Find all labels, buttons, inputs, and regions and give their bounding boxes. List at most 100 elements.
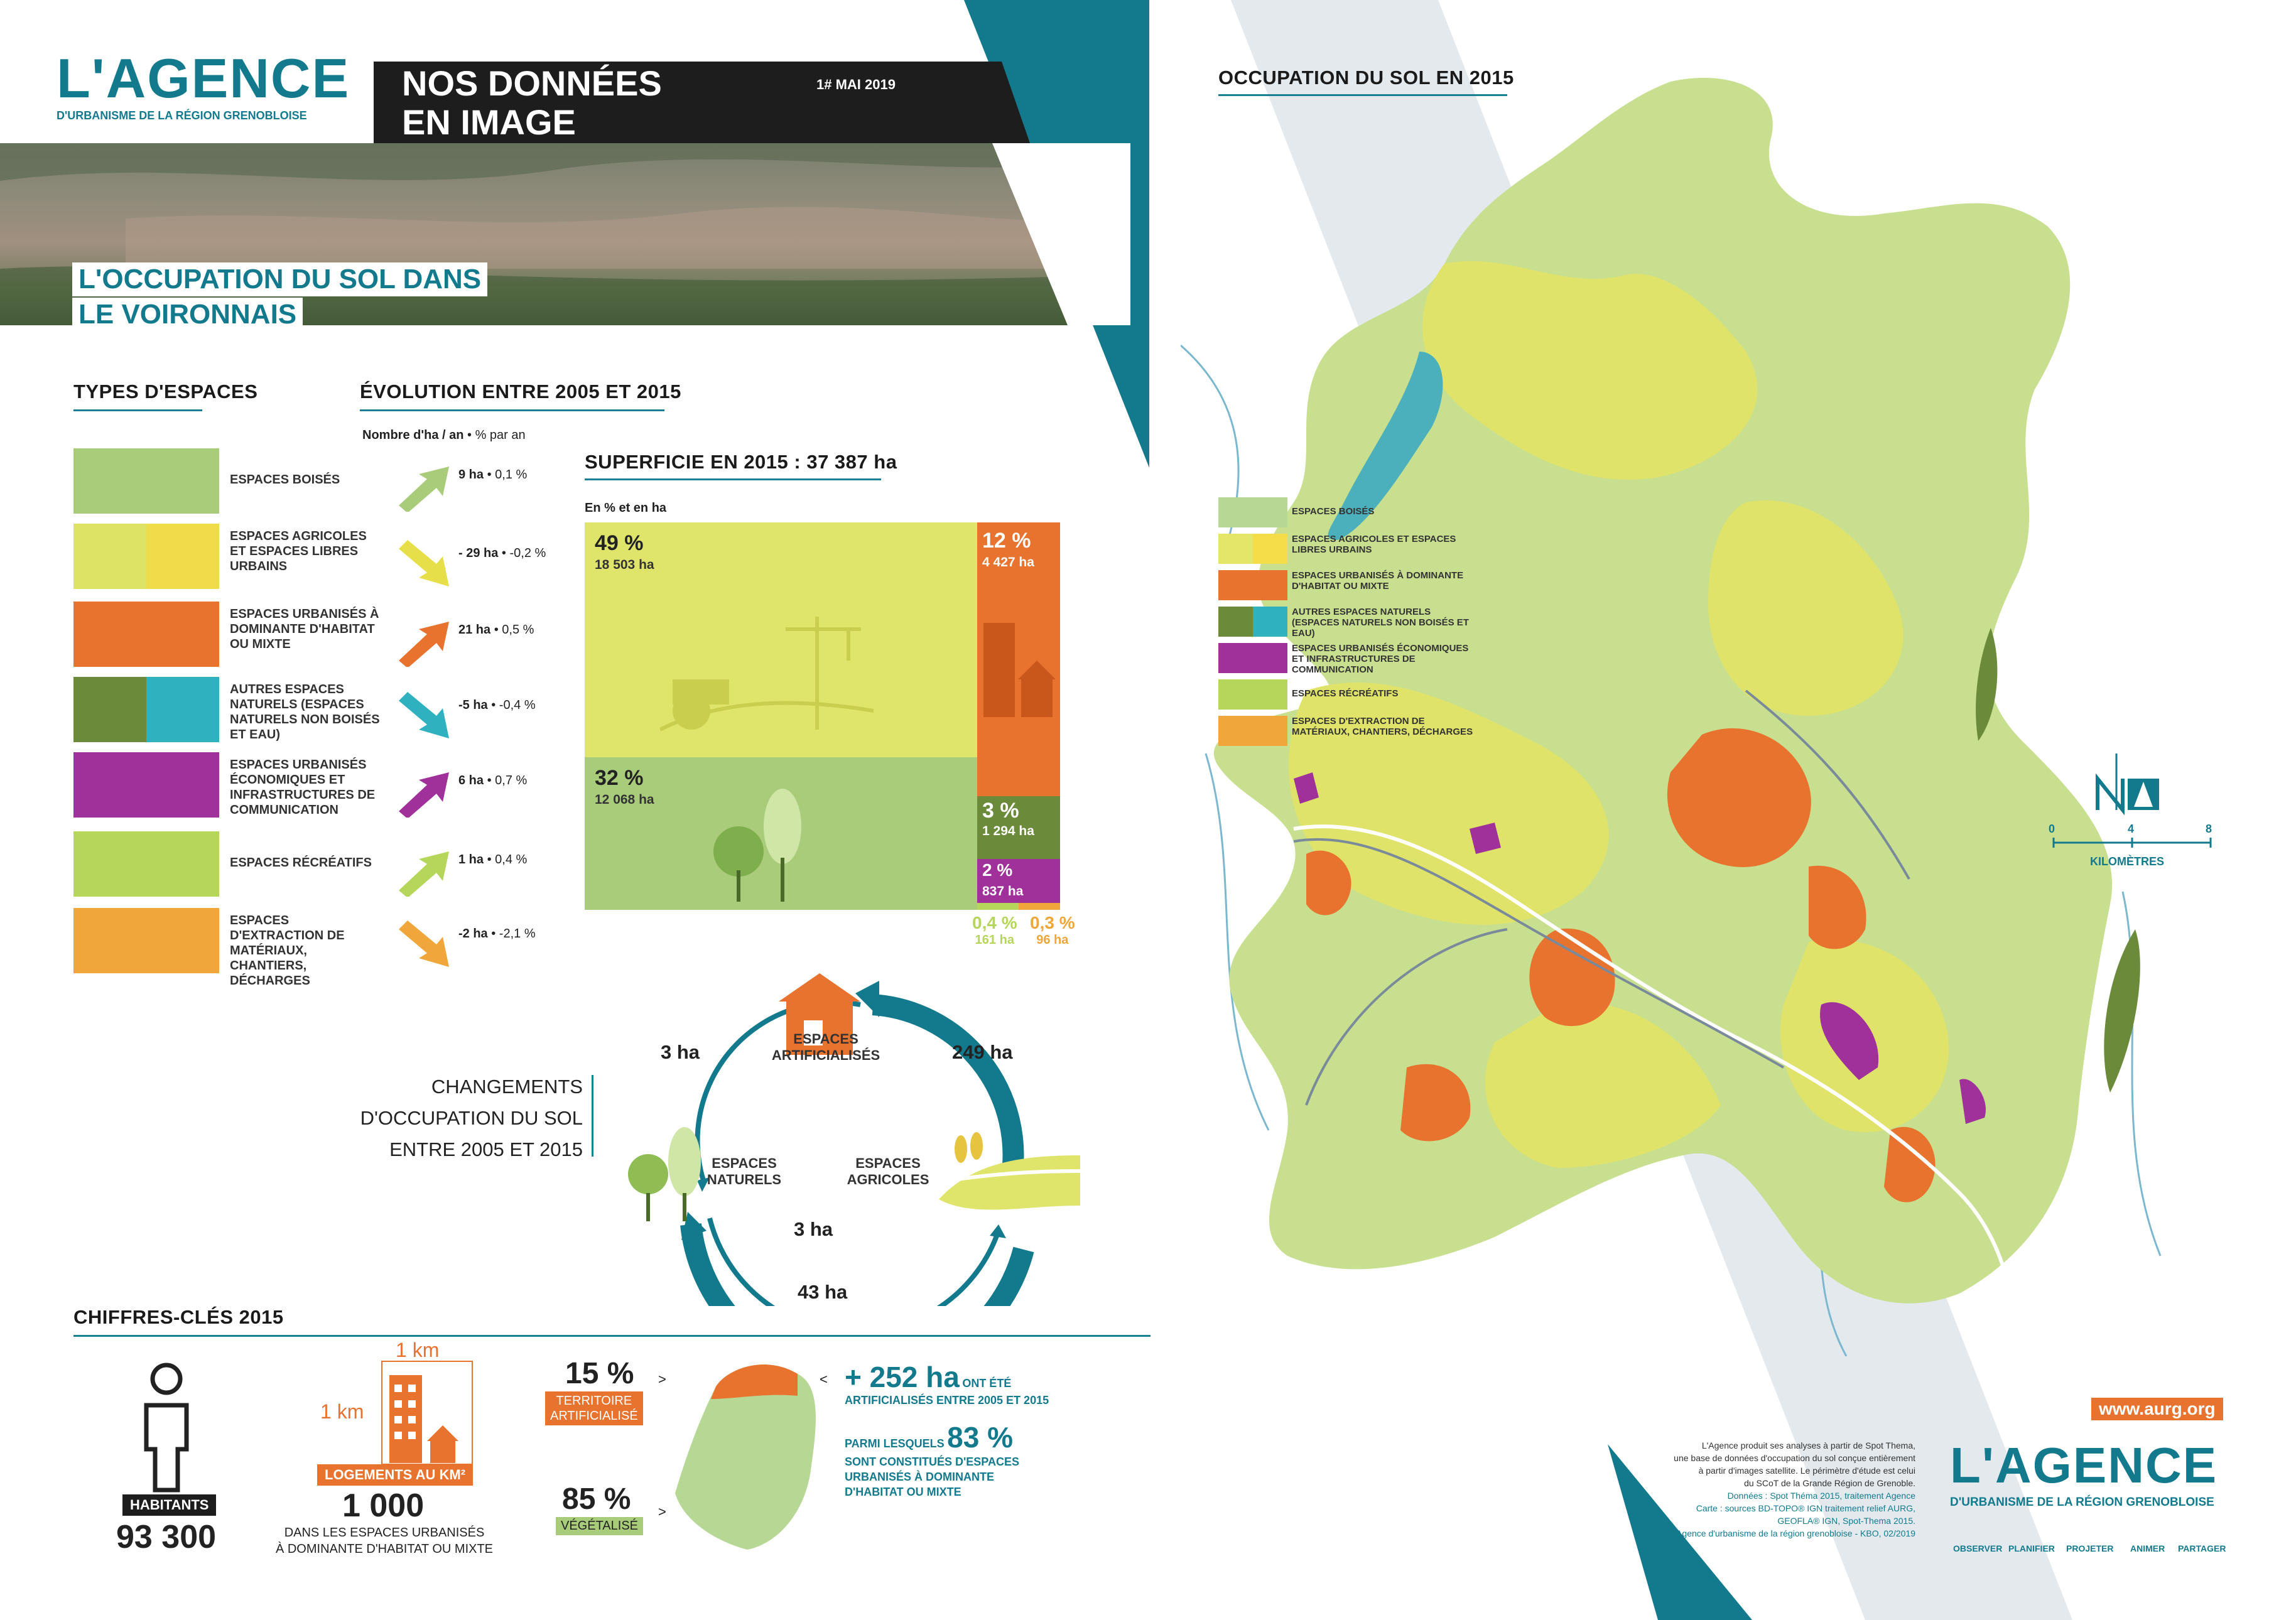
map-title-rule [1218,94,1507,96]
treemap-urbanises-pct: 12 % [982,529,1031,553]
map-title: OCCUPATION DU SOL EN 2015 [1218,67,1514,89]
header-bar-diagonal [967,62,1030,143]
buildings-icon [983,623,1056,717]
habitants-label: HABITANTS [122,1494,217,1516]
footer-note: L'Agence produit ses analyses à partir d… [1576,1439,1915,1540]
logo-text: L'AGENCE [57,47,350,109]
gain-text1: ONT ÉTÉ [962,1377,1012,1390]
logements-desc: DANS LES ESPACES URBANISÉS À DOMINANTE D… [271,1525,497,1557]
evolution-subtitle-rest: • % par an [463,428,526,442]
nav-animer[interactable]: ANIMER [2130,1543,2165,1553]
type-swatch [73,752,219,818]
treemap-boises-ha: 12 068 ha [595,792,654,807]
km-side-label: 1 km [320,1400,364,1423]
type-label: ESPACES AGRICOLES ET ESPACES LIBRES URBA… [230,529,367,573]
treemap-cell-extraction [1019,903,1060,910]
among-desc-line1: SONT CONSTITUÉS D'ESPACES [845,1455,1019,1468]
changes-title-line2: D'OCCUPATION DU SOL [360,1107,583,1129]
hero-title-line2: LE VOIRONNAIS [72,298,303,332]
km-top-label: 1 km [396,1339,440,1361]
nav-observer[interactable]: OBSERVER [1953,1543,2003,1553]
type-swatch [73,524,219,589]
habitants-value: 93 300 [116,1519,217,1555]
treemap-recreatifs-label: 0,4 % 161 ha [972,913,1017,948]
scale-unit: KILOMÈTRES [2090,855,2165,868]
gain-value: + 252 ha [845,1361,960,1393]
superficie-title: SUPERFICIE EN 2015 : 37 387 ha [585,451,897,473]
type-swatch [73,831,219,897]
header-title-line2: EN IMAGE [402,102,576,142]
evolution-arrow-icon [399,540,449,586]
among-desc-line3: D'HABITAT OU MIXTE [845,1486,961,1498]
evolution-ha: -2 ha [458,927,488,941]
footer-note-line2: une base de données d'occupation du sol … [1674,1453,1915,1463]
evolution-arrow-icon [399,921,449,967]
footer-logo-subtitle: D'URBANISME DE LA RÉGION GRENOBLOISE [1950,1496,2214,1509]
nav-partager[interactable]: PARTAGER [2178,1543,2226,1553]
issue-number: 1# MAI 2019 [816,77,896,92]
nav-planifier[interactable]: PLANIFIER [2008,1543,2055,1553]
artif-pct: 15 % [565,1357,634,1390]
among-block: PARMI LESQUELS 83 % SONT CONSTITUÉS D'ES… [845,1420,1019,1499]
evolution-title: ÉVOLUTION ENTRE 2005 ET 2015 [360,381,681,402]
scale-tick-4: 4 [2128,823,2135,835]
evolution-arrow-icon [399,692,449,738]
evolution-pct: • 0,7 % [484,774,528,787]
logements-desc-line2: À DOMINANTE D'HABITAT OU MIXTE [275,1542,494,1556]
changes-title-rule [592,1075,593,1157]
treemap-urbanises-ha: 4 427 ha [982,555,1034,570]
cycle-flow-nat-to-art: 3 ha [661,1041,700,1063]
evolution-value: -2 ha • -2,1 % [458,927,536,941]
types-rule [73,409,202,411]
header-title-line1: NOS DONNÉES [402,63,662,103]
treemap-cell-urbanises: 12 % 4 427 ha [977,522,1060,796]
changes-title: CHANGEMENTS D'OCCUPATION DU SOL ENTRE 20… [352,1071,583,1165]
types-title: TYPES D'ESPACES [73,381,258,402]
map-legend-label: ESPACES URBANISÉS ÉCONOMIQUES ET INFRAST… [1292,643,1469,675]
logements-value: 1 000 [342,1488,425,1524]
evolution-pct: • 0,4 % [484,853,528,867]
person-icon [144,1363,189,1493]
gain-arrow-icon: < [820,1371,828,1387]
evolution-value: -5 ha • -0,4 % [458,698,536,713]
type-swatch [73,677,219,742]
nav-projeter[interactable]: PROJETER [2066,1543,2114,1553]
evolution-pct: • 0,5 % [490,623,534,637]
evolution-ha: 21 ha [458,623,491,637]
treemap-economiques-pct: 2 % [982,860,1013,880]
north-arrow-icon [2096,753,2159,816]
treemap-recreatifs-ha: 161 ha [975,933,1014,947]
footer-url[interactable]: www.aurg.org [2091,1398,2223,1420]
footer-logo: L'AGENCE D'URBANISME DE LA RÉGION GRENOB… [1950,1439,2239,1509]
cycle-flow-nat-to-agri: 3 ha [794,1218,833,1240]
treemap-naturels-pct: 3 % [982,799,1019,823]
scale-bar [2052,838,2212,848]
logements-desc-line1: DANS LES ESPACES URBANISÉS [284,1526,485,1540]
type-swatch [73,908,219,973]
map-legend-swatch [1218,497,1287,527]
evolution-value: 1 ha • 0,4 % [458,853,527,867]
type-swatch [73,602,219,667]
evolution-pct: • -0,2 % [498,546,546,560]
treemap-cell-agricole: 49 % 18 503 ha [585,522,977,757]
treemap-economiques-ha: 837 ha [982,884,1024,899]
evolution-ha: 9 ha [458,468,484,482]
treemap-naturels-ha: 1 294 ha [982,824,1034,838]
map-legend-swatch [1218,643,1287,673]
km-square-icon [381,1361,473,1465]
gain-block: + 252 ha ONT ÉTÉ ARTIFICIALISÉS ENTRE 20… [845,1360,1049,1407]
cycle-node-agricultural: ESPACES AGRICOLES [847,1155,929,1187]
superficie-subtitle: En % et en ha [585,501,667,515]
type-label: ESPACES RÉCRÉATIFS [230,856,372,870]
treemap-cell-boises: 32 % 12 068 ha [585,757,977,910]
footer-source-line4: L'Agence d'urbanisme de la région grenob… [1669,1528,1915,1538]
evolution-value: 6 ha • 0,7 % [458,774,527,788]
artif-label-line2: ARTIFICIALISÉ [550,1409,638,1423]
evolution-arrow-icon [399,622,449,667]
treemap-agricole-ha: 18 503 ha [595,558,654,572]
logements-label: LOGEMENTS AU KM² [317,1464,474,1486]
artif-arrow-icon: > [658,1371,666,1387]
scale-tick-8: 8 [2206,823,2212,835]
keyfigures-title: CHIFFRES-CLÉS 2015 [73,1306,284,1328]
footer-note-line1: L'Agence produit ses analyses à partir d… [1701,1440,1915,1450]
